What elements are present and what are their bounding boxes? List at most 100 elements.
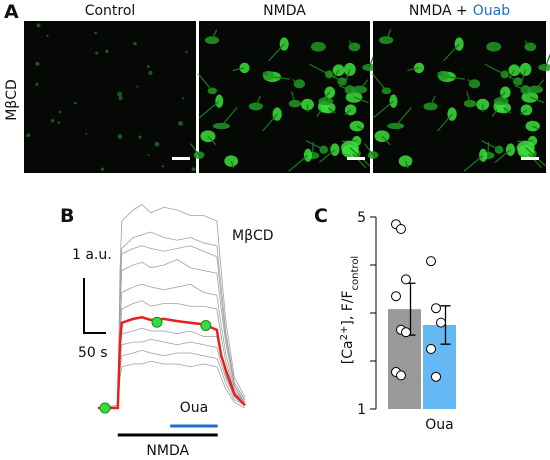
cell xyxy=(74,101,77,105)
data-point xyxy=(401,274,411,285)
neurite xyxy=(272,76,290,80)
neurite xyxy=(309,63,330,75)
neurite xyxy=(364,143,374,156)
neurite xyxy=(232,67,245,72)
cell xyxy=(146,65,150,68)
data-point xyxy=(436,317,446,328)
column-label: NMDA + Ouab xyxy=(409,3,510,19)
cell xyxy=(85,132,88,135)
neurite xyxy=(372,73,387,92)
neurite xyxy=(437,71,444,76)
neurite xyxy=(198,100,220,119)
neurite xyxy=(437,113,453,132)
cell xyxy=(26,133,31,138)
neurite xyxy=(348,40,355,48)
cell xyxy=(463,99,477,108)
row-label: MβCD xyxy=(4,79,20,121)
marker xyxy=(200,320,212,331)
y-axis-label-part: control xyxy=(350,256,361,291)
trace xyxy=(98,245,246,409)
period-label: NMDA xyxy=(146,443,189,459)
neurite xyxy=(532,125,539,130)
y-tick-label: 5 xyxy=(357,210,366,226)
column-label-highlight: Ouab xyxy=(473,3,510,19)
neurite xyxy=(407,67,420,72)
data-point xyxy=(396,370,406,381)
cell xyxy=(500,86,511,99)
neurite xyxy=(373,100,394,119)
neurite xyxy=(466,91,471,104)
y-axis-label-part: 2+ xyxy=(339,326,350,341)
cell xyxy=(36,23,41,28)
period-label: Oua xyxy=(180,400,208,416)
neurite xyxy=(535,79,545,90)
cell xyxy=(94,31,97,35)
cell xyxy=(95,51,99,55)
scale-bar xyxy=(347,157,365,160)
neurite xyxy=(463,154,484,172)
neurite xyxy=(312,142,314,156)
neurite xyxy=(484,63,505,75)
neurite xyxy=(529,96,545,104)
neurite xyxy=(447,76,465,80)
neurite xyxy=(255,95,261,107)
neurite xyxy=(494,149,511,163)
panel-b: MβCD 1 a.u. 50 s Oua NMDA xyxy=(72,203,274,459)
neurite xyxy=(443,43,460,62)
neurite xyxy=(344,69,351,86)
data-point xyxy=(396,224,406,234)
cell xyxy=(57,121,61,124)
scale-bar-label: 50 s xyxy=(78,345,108,361)
column-label-text: Control xyxy=(85,3,136,19)
trace xyxy=(98,349,246,409)
neurite xyxy=(481,140,500,151)
error-bar xyxy=(440,305,451,345)
neurite xyxy=(262,113,278,132)
y-axis-label: [Ca2+], F/Fcontrol xyxy=(339,256,361,364)
marker xyxy=(151,316,163,328)
data-point xyxy=(431,371,441,382)
cell xyxy=(147,154,150,157)
cell xyxy=(148,70,153,76)
neurite xyxy=(190,143,200,156)
column-label-text: NMDA + xyxy=(409,3,468,19)
cell xyxy=(50,118,55,123)
cell xyxy=(133,42,137,46)
cell xyxy=(58,110,62,114)
neurite xyxy=(288,154,309,172)
cell xyxy=(46,34,49,37)
panel-label: C xyxy=(314,205,328,227)
bar xyxy=(388,309,421,409)
neurite xyxy=(503,107,512,114)
data-point xyxy=(391,291,401,302)
neurite xyxy=(429,95,436,107)
neurite xyxy=(404,160,409,169)
cell xyxy=(182,97,185,100)
neurite xyxy=(519,69,527,86)
column-label: Control xyxy=(85,3,136,19)
cell xyxy=(117,134,123,140)
cell xyxy=(524,42,537,52)
panel-label: B xyxy=(60,205,74,227)
data-point xyxy=(426,256,436,267)
cell xyxy=(138,135,142,139)
neurite xyxy=(344,109,352,116)
neurite xyxy=(230,160,235,169)
cell xyxy=(35,82,39,86)
data-point xyxy=(431,303,441,314)
column-label-text: NMDA xyxy=(263,3,306,19)
neurite xyxy=(349,147,371,167)
cell xyxy=(191,167,196,172)
micrograph xyxy=(24,21,196,173)
trace xyxy=(98,203,246,409)
neurite xyxy=(207,135,217,146)
scale-bar-label: 1 a.u. xyxy=(72,247,112,263)
cell xyxy=(330,143,340,156)
micrographs: Control NMDA NMDA + Ouab xyxy=(24,3,550,173)
neurite xyxy=(268,43,285,62)
x-tick-label: Oua xyxy=(425,417,453,433)
cell xyxy=(348,42,361,52)
cell xyxy=(118,95,123,101)
neurite xyxy=(339,85,351,91)
cell xyxy=(310,41,326,52)
